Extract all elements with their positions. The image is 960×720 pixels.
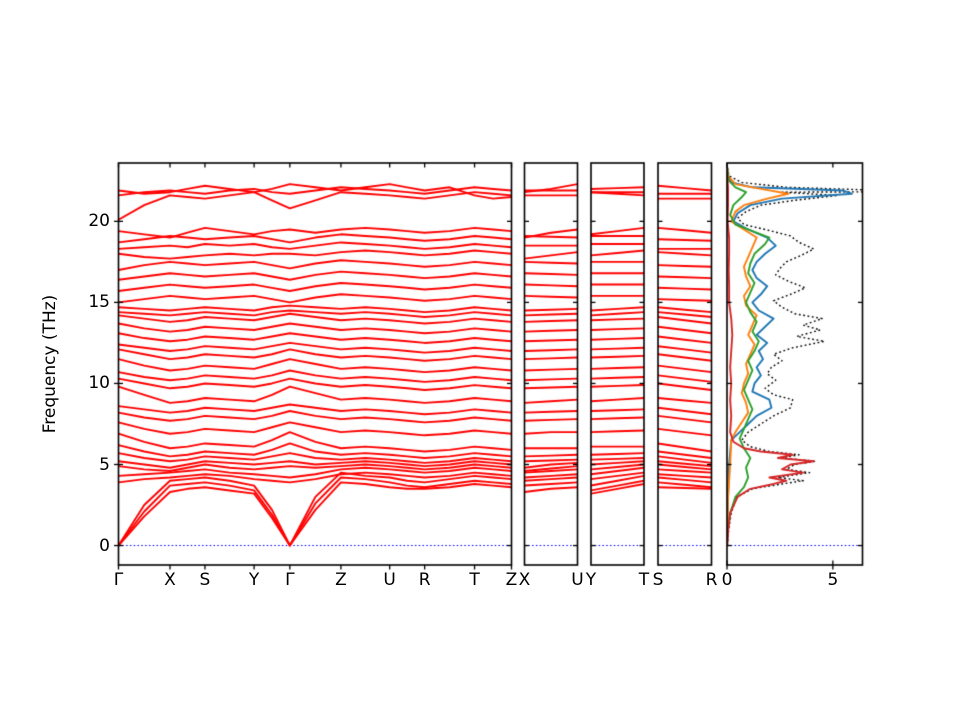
x-tick-label: X — [164, 570, 176, 590]
x-tick-label: T — [638, 570, 650, 590]
y-tick-label: 20 — [88, 211, 110, 232]
x-tick-label: Y — [248, 570, 260, 590]
x-tick-label: X — [518, 570, 531, 590]
x-tick-label: 0 — [721, 570, 733, 590]
x-tick-label: Z — [505, 570, 518, 590]
x-tick-label: Y — [585, 570, 597, 590]
y-tick-label: 15 — [88, 292, 110, 313]
x-tick-label: U — [571, 570, 584, 590]
y-tick-label: 10 — [88, 373, 110, 394]
y-tick-label: 5 — [99, 454, 110, 475]
x-tick-label: 5 — [827, 570, 839, 590]
x-tick-label: S — [652, 570, 664, 590]
x-tick-label: U — [383, 570, 396, 590]
x-tick-label: Γ — [285, 570, 295, 590]
x-tick-label: R — [705, 570, 718, 590]
x-tick-label: T — [469, 570, 480, 590]
x-tick-label: Z — [335, 570, 347, 590]
x-tick-label: Γ — [113, 570, 124, 590]
y-tick-label: 0 — [99, 535, 110, 556]
x-tick-label: S — [199, 570, 211, 590]
x-tick-label: R — [418, 570, 431, 590]
y-axis-label: Frequency (THz) — [40, 294, 60, 434]
